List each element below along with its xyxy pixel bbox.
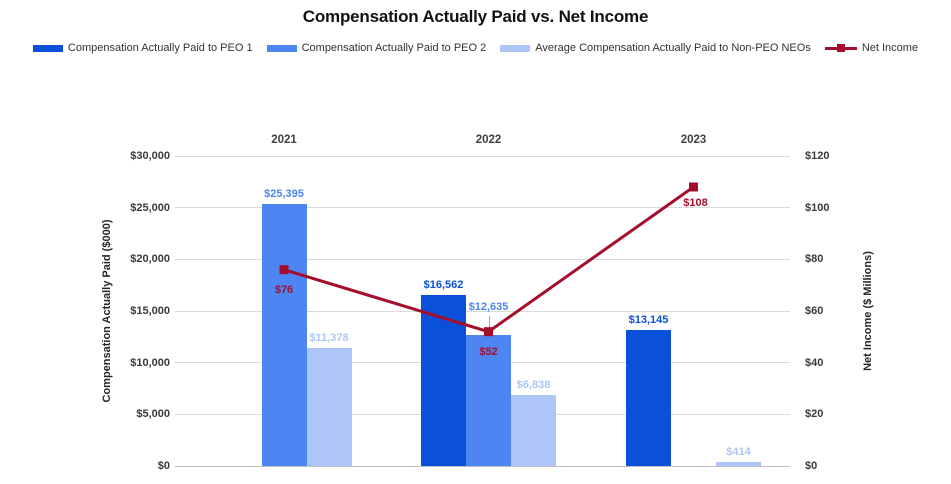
left-axis-tick: $10,000 (130, 356, 170, 369)
net-income-marker (689, 182, 698, 192)
net-income-line-swatch-icon (824, 44, 857, 53)
bar-neos-2021 (306, 348, 352, 466)
bar-peo1-2023 (626, 330, 671, 466)
peo1-swatch-icon (32, 44, 63, 52)
legend-item-net-income: Net Income (824, 42, 919, 54)
right-axis-tick: $40 (805, 356, 824, 369)
legend-item-peo1: Compensation Actually Paid to PEO 1 (32, 42, 253, 54)
bar-data-label: $414 (726, 445, 751, 458)
bar-neos-2023 (716, 461, 761, 466)
category-label: 2021 (271, 134, 297, 146)
category-label: 2023 (680, 134, 707, 146)
bar-data-label: $13,145 (628, 314, 669, 327)
bar-data-label: $11,378 (309, 332, 349, 345)
legend-label: Average Compensation Actually Paid to No… (535, 42, 811, 54)
legend-label: Net Income (861, 42, 919, 54)
category-label: 2022 (475, 134, 502, 146)
left-axis-tick: $15,000 (130, 305, 170, 317)
gridline (175, 465, 790, 467)
net-income-data-label: $52 (479, 345, 498, 358)
left-axis-tick: $0 (157, 460, 170, 472)
chart-title: Compensation Actually Paid vs. Net Incom… (302, 7, 649, 26)
bar-peo2-2021 (261, 203, 307, 466)
net-income-data-label: $108 (683, 197, 708, 209)
bar-peo1-2022 (421, 294, 466, 466)
legend-label: Compensation Actually Paid to PEO 1 (67, 42, 253, 54)
right-axis-tick: $100 (805, 201, 830, 214)
non-peo-neos-swatch-icon (500, 44, 531, 52)
legend-item-peo2: Compensation Actually Paid to PEO 2 (266, 42, 487, 54)
gridline (175, 155, 790, 157)
chart-legend: Compensation Actually Paid to PEO 1 Comp… (0, 42, 951, 54)
right-axis-tick: $120 (805, 150, 830, 162)
left-axis-tick: $5,000 (136, 408, 170, 421)
bar-neos-2022 (511, 395, 556, 466)
bar-data-label: $12,635 (468, 301, 509, 313)
legend-item-non-peo-neos: Average Compensation Actually Paid to No… (500, 42, 811, 54)
legend-label: Compensation Actually Paid to PEO 2 (301, 42, 487, 54)
left-axis-tick: $20,000 (130, 253, 170, 266)
peo2-swatch-icon (266, 44, 297, 52)
right-axis-tick: $80 (805, 253, 824, 266)
net-income-data-label: $76 (274, 283, 294, 296)
right-axis-tick: $0 (805, 460, 818, 472)
left-axis-tick: $30,000 (130, 150, 170, 162)
right-axis-tick: $20 (805, 408, 824, 421)
bar-data-label: $16,562 (423, 278, 464, 291)
label-leader-line (488, 316, 490, 333)
bar-peo2-2022 (466, 335, 511, 466)
right-axis-tick: $60 (805, 305, 824, 317)
left-axis-tick: $25,000 (130, 201, 170, 214)
bar-data-label: $6,838 (516, 379, 551, 392)
bar-data-label: $25,395 (264, 187, 304, 200)
